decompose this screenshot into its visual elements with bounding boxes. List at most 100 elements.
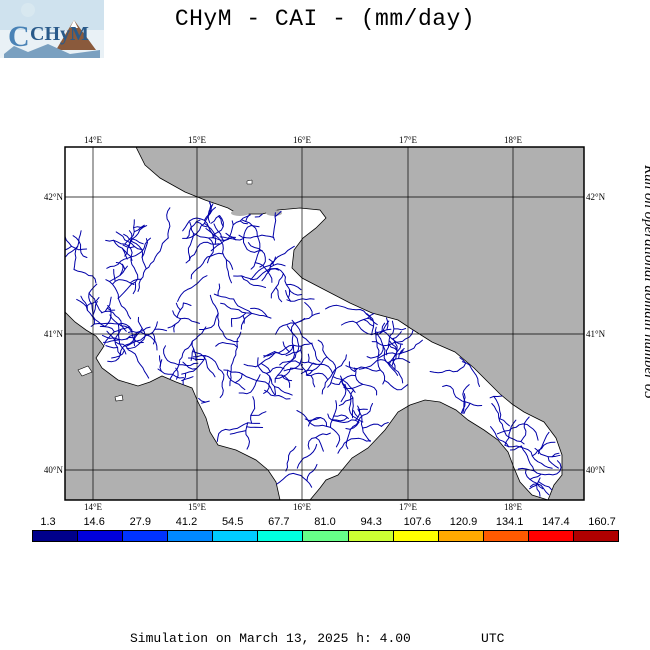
river <box>462 393 466 414</box>
river <box>296 443 318 469</box>
river <box>385 320 395 356</box>
river <box>348 361 356 372</box>
river <box>358 359 399 376</box>
river <box>241 219 261 270</box>
river <box>380 422 389 427</box>
river <box>429 369 458 374</box>
river <box>307 353 310 363</box>
colorbar-label: 27.9 <box>129 516 152 528</box>
river <box>217 283 221 297</box>
river <box>330 382 340 385</box>
river <box>238 234 275 239</box>
river <box>337 437 371 454</box>
river <box>393 328 407 331</box>
river <box>132 281 137 295</box>
island <box>114 394 124 402</box>
river <box>217 215 224 228</box>
river <box>287 289 291 299</box>
river <box>73 269 93 277</box>
river <box>272 212 277 241</box>
river <box>359 408 368 411</box>
svg-text:C: C <box>8 20 30 53</box>
river <box>182 361 197 370</box>
river <box>353 367 378 396</box>
river <box>181 355 206 375</box>
river <box>285 349 302 357</box>
river <box>133 224 145 233</box>
river <box>250 307 268 318</box>
lat-label-left: 42°N <box>44 192 64 202</box>
river <box>192 355 225 399</box>
river <box>182 302 192 306</box>
lon-label-top: 15°E <box>188 135 207 145</box>
river <box>204 223 234 270</box>
river <box>310 375 316 388</box>
river <box>234 373 243 384</box>
river <box>509 445 522 451</box>
colorbar-label: 147.4 <box>542 516 570 528</box>
river <box>245 214 251 222</box>
river <box>275 322 296 335</box>
river <box>327 413 360 423</box>
river <box>172 310 200 324</box>
river <box>489 395 503 399</box>
river <box>80 295 88 311</box>
river <box>239 220 248 225</box>
river <box>242 315 245 324</box>
river <box>122 244 135 249</box>
river <box>92 275 97 284</box>
river <box>496 423 539 441</box>
map-frame <box>64 146 585 501</box>
river <box>152 332 156 345</box>
river <box>348 389 364 423</box>
river <box>192 351 216 378</box>
river <box>119 263 124 276</box>
river <box>185 241 220 264</box>
lon-label-top: 16°E <box>293 135 312 145</box>
river <box>345 421 360 430</box>
river <box>257 357 276 395</box>
river <box>274 210 282 218</box>
river <box>225 232 237 241</box>
river <box>345 403 373 450</box>
colorbar-label: 160.7 <box>588 516 616 528</box>
river <box>282 341 290 353</box>
river <box>300 361 317 365</box>
river <box>268 258 275 266</box>
river <box>72 235 88 258</box>
river <box>261 363 271 373</box>
river <box>353 410 359 418</box>
river <box>124 239 143 250</box>
river <box>220 302 251 314</box>
river <box>355 313 375 324</box>
island <box>77 365 93 377</box>
river <box>177 275 208 302</box>
colorbar-label: 41.2 <box>175 516 198 528</box>
river <box>286 298 315 302</box>
river <box>547 456 559 469</box>
river <box>109 265 128 282</box>
river <box>105 345 119 349</box>
colorbar-swatch <box>482 530 529 542</box>
river <box>175 302 181 311</box>
river <box>154 328 168 332</box>
river <box>307 432 331 450</box>
river <box>354 366 381 372</box>
river <box>340 380 347 388</box>
river <box>504 444 553 469</box>
river <box>65 234 88 251</box>
river <box>127 225 148 247</box>
river <box>386 317 389 331</box>
river <box>305 356 328 376</box>
colorbar-label: 120.9 <box>449 516 478 528</box>
river <box>238 374 261 395</box>
river <box>366 313 375 336</box>
river <box>126 316 146 349</box>
river <box>284 276 303 296</box>
river <box>312 362 334 374</box>
lon-label-bottom: 15°E <box>188 502 207 512</box>
river <box>371 329 414 347</box>
river <box>99 325 115 333</box>
river <box>182 206 216 239</box>
river <box>254 213 263 218</box>
